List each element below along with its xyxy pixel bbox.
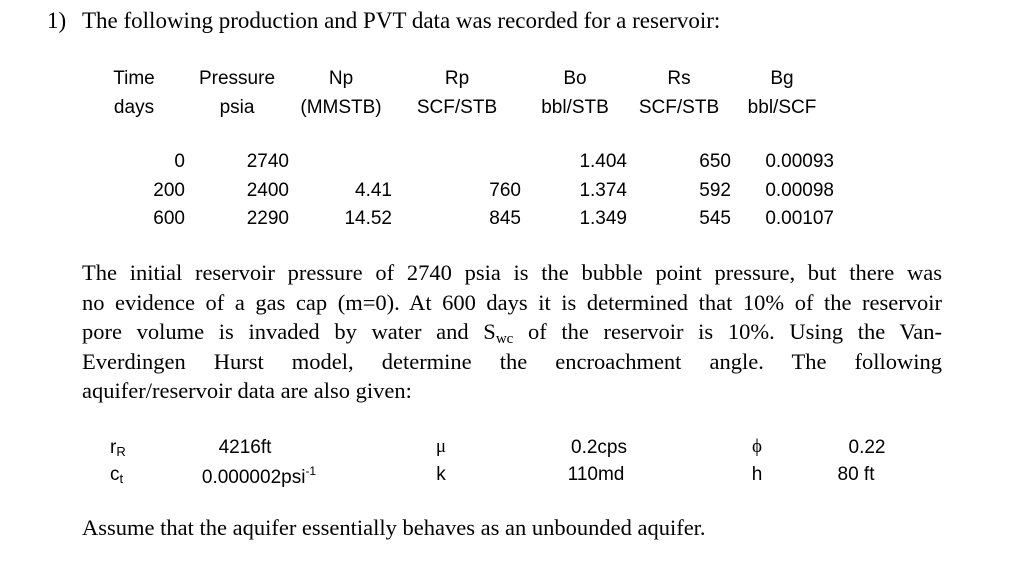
col-header-bg: Bg xyxy=(770,68,794,89)
symbol-phi: ϕ xyxy=(751,436,763,457)
cell-bo: 1.349 xyxy=(579,208,627,229)
col-unit-bo: bbl/STB xyxy=(541,97,609,118)
paragraph-line: Everdingen Hurst model, determine the en… xyxy=(82,348,942,374)
symbol-mu: μ xyxy=(435,436,447,457)
cell-rs: 545 xyxy=(699,208,731,229)
symbol-ct: ct xyxy=(110,464,124,486)
cell-rs: 592 xyxy=(699,180,731,201)
value-ct: 0.000002psi-1 xyxy=(201,464,317,488)
cell-bo: 1.374 xyxy=(579,180,627,201)
cell-pressure: 2400 xyxy=(246,180,289,201)
col-unit-rp: SCF/STB xyxy=(416,97,498,118)
cell-time: 200 xyxy=(153,180,185,201)
col-header-bo: Bo xyxy=(563,68,587,89)
col-unit-np: (MMSTB) xyxy=(300,97,382,118)
symbol-k: k xyxy=(436,464,446,485)
cell-rp: 760 xyxy=(489,180,521,201)
cell-time: 0 xyxy=(174,151,185,172)
col-unit-bg: bbl/SCF xyxy=(747,97,817,118)
cell-rp: 845 xyxy=(489,208,521,229)
cell-bo: 1.404 xyxy=(579,151,627,172)
paragraph-line: no evidence of a gas cap (m=0). At 600 d… xyxy=(82,289,942,315)
cell-time: 600 xyxy=(153,208,185,229)
paragraph-line: The initial reservoir pressure of 2740 p… xyxy=(82,260,942,285)
value-k: 110md xyxy=(567,464,625,485)
closing-statement: Assume that the aquifer essentially beha… xyxy=(82,515,706,540)
value-phi: 0.22 xyxy=(848,437,886,458)
symbol-rR: rR xyxy=(110,437,126,459)
col-header-rs: Rs xyxy=(667,68,691,89)
col-header-rp: Rp xyxy=(444,68,470,89)
question-number: 1) xyxy=(47,8,67,33)
value-mu: 0.2cps xyxy=(571,437,627,458)
paragraph-line: pore volume is invaded by water and Swc … xyxy=(82,317,942,347)
paragraph-text: pore volume is invaded by water and S xyxy=(82,319,496,344)
cell-pressure: 2290 xyxy=(246,208,289,229)
col-header-np: Np xyxy=(328,68,354,89)
cell-np: 14.52 xyxy=(344,208,392,229)
col-header-pressure: Pressure xyxy=(198,68,276,89)
swc-subscript: wc xyxy=(495,331,514,347)
paragraph-line: aquifer/reservoir data are also given: xyxy=(82,378,412,403)
cell-bg: 0.00093 xyxy=(765,151,834,172)
cell-pressure: 2740 xyxy=(246,151,289,172)
col-unit-time: days xyxy=(113,97,155,118)
cell-np: 4.41 xyxy=(355,180,392,201)
problem-paragraph: The initial reservoir pressure of 2740 p… xyxy=(82,258,942,406)
paragraph-text: of the reservoir is 10%. Using the Van- xyxy=(513,319,942,344)
col-unit-pressure: psia xyxy=(219,97,255,118)
cell-rs: 650 xyxy=(699,151,731,172)
cell-bg: 0.00107 xyxy=(765,208,834,229)
col-header-time: Time xyxy=(113,68,155,89)
question-title: The following production and PVT data wa… xyxy=(82,8,721,33)
symbol-h: h xyxy=(751,464,763,485)
value-rR: 4216ft xyxy=(218,437,272,458)
cell-bg: 0.00098 xyxy=(765,180,834,201)
col-unit-rs: SCF/STB xyxy=(638,97,720,118)
value-h: 80 ft xyxy=(837,464,875,485)
